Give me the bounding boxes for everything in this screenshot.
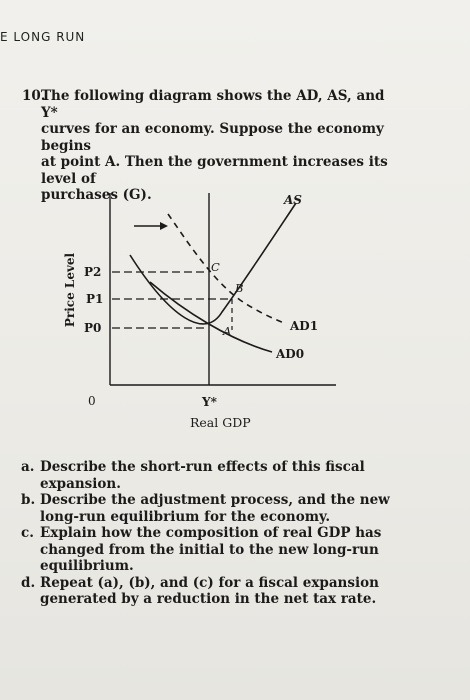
ad0-curve	[149, 281, 273, 353]
shift-arrow-icon	[160, 222, 168, 230]
chapter-header: E LONG RUN	[0, 30, 86, 44]
point-b-label: B	[234, 281, 243, 295]
p0-label: P0	[84, 321, 101, 335]
x-axis-label: Real GDP	[190, 415, 251, 430]
part-d-label: d.	[21, 574, 36, 591]
question-line-1: The following diagram shows the AD, AS, …	[41, 88, 385, 121]
part-b-text: Describe the adjustment process, and the…	[40, 492, 390, 525]
ad1-curve	[167, 213, 285, 324]
p2-label: P2	[84, 265, 101, 279]
as-label: AS	[283, 193, 302, 207]
part-a: a. Describe the short-run effects of thi…	[21, 459, 401, 492]
y-star-label: Y*	[201, 395, 218, 409]
origin-label: 0	[88, 394, 96, 408]
p1-label: P1	[86, 292, 103, 306]
part-a-label: a.	[21, 459, 35, 475]
question-text: The following diagram shows the AD, AS, …	[41, 88, 396, 204]
point-c-label: C	[211, 260, 220, 274]
question-line-3: at point A. Then the government increase…	[41, 154, 388, 187]
part-b: b. Describe the adjustment process, and …	[21, 492, 401, 525]
question-line-4: purchases (G).	[41, 187, 152, 203]
as-curve	[129, 202, 297, 325]
part-d-text: Repeat (a), (b), and (c) for a fiscal ex…	[40, 574, 379, 608]
question-parts: a. Describe the short-run effects of thi…	[21, 459, 401, 608]
part-a-text: Describe the short-run effects of this f…	[40, 459, 365, 492]
question-line-2: curves for an economy. Suppose the econo…	[41, 121, 384, 154]
part-c-label: c.	[21, 525, 34, 541]
ad1-label: AD1	[289, 319, 318, 333]
point-a-label: A	[222, 324, 231, 338]
part-c-text: Explain how the composition of real GDP …	[40, 525, 382, 574]
part-b-label: b.	[21, 492, 36, 508]
ad0-label: AD0	[275, 347, 304, 361]
question-number: 10.	[22, 88, 46, 104]
part-d: d. Repeat (a), (b), and (c) for a fiscal…	[21, 575, 401, 608]
y-axis-label: Price Level	[63, 252, 77, 327]
part-c: c. Explain how the composition of real G…	[21, 525, 401, 575]
